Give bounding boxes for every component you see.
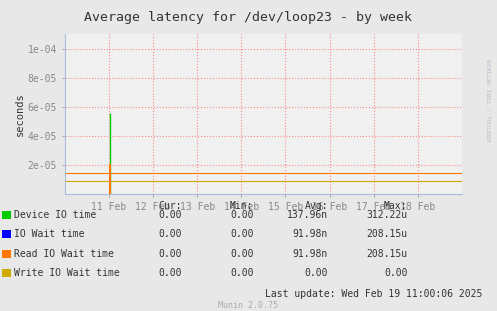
Text: Average latency for /dev/loop23 - by week: Average latency for /dev/loop23 - by wee… — [84, 11, 413, 24]
Text: 208.15u: 208.15u — [366, 249, 408, 259]
Text: 0.00: 0.00 — [230, 229, 253, 239]
Text: 0.00: 0.00 — [158, 210, 181, 220]
Text: 312.22u: 312.22u — [366, 210, 408, 220]
Text: RRDTOOL / TOBI OETIKER: RRDTOOL / TOBI OETIKER — [487, 58, 492, 141]
Text: Min:: Min: — [230, 201, 253, 211]
Text: Read IO Wait time: Read IO Wait time — [14, 249, 114, 259]
Text: 137.96n: 137.96n — [287, 210, 328, 220]
Text: 0.00: 0.00 — [230, 249, 253, 259]
Text: Max:: Max: — [384, 201, 408, 211]
Text: Last update: Wed Feb 19 11:00:06 2025: Last update: Wed Feb 19 11:00:06 2025 — [265, 289, 482, 299]
Text: 91.98n: 91.98n — [293, 229, 328, 239]
Text: 0.00: 0.00 — [305, 268, 328, 278]
Text: 0.00: 0.00 — [158, 268, 181, 278]
Y-axis label: seconds: seconds — [15, 92, 25, 136]
Text: 0.00: 0.00 — [158, 229, 181, 239]
Text: 0.00: 0.00 — [230, 210, 253, 220]
Text: Munin 2.0.75: Munin 2.0.75 — [219, 301, 278, 310]
Text: 0.00: 0.00 — [158, 249, 181, 259]
Text: 208.15u: 208.15u — [366, 229, 408, 239]
Text: Cur:: Cur: — [158, 201, 181, 211]
Text: Device IO time: Device IO time — [14, 210, 96, 220]
Text: Write IO Wait time: Write IO Wait time — [14, 268, 120, 278]
Text: Avg:: Avg: — [305, 201, 328, 211]
Text: IO Wait time: IO Wait time — [14, 229, 84, 239]
Text: 0.00: 0.00 — [230, 268, 253, 278]
Text: 91.98n: 91.98n — [293, 249, 328, 259]
Text: 0.00: 0.00 — [384, 268, 408, 278]
